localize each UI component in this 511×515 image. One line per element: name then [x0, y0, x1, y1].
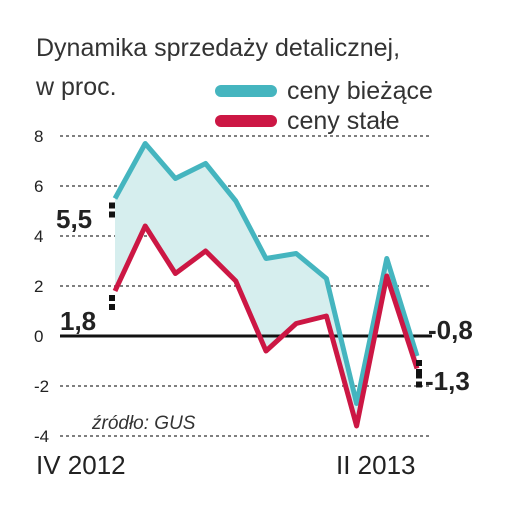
- end-label-constant-prices: -1,3: [425, 366, 470, 396]
- y-tick-label: 2: [34, 277, 43, 296]
- start-label-current-prices: 5,5: [56, 204, 92, 234]
- chart-title: Dynamika sprzedaży detalicznej,: [36, 34, 400, 62]
- y-axis-ticks: 8 6 4 2 0 -2 -4: [34, 127, 49, 446]
- y-tick-label: -2: [34, 377, 49, 396]
- y-tick-label: 8: [34, 127, 43, 146]
- endpoint-markers: [109, 202, 422, 388]
- series-line-current-prices: [112, 141, 420, 406]
- series-line-constant-prices: [112, 223, 420, 429]
- y-tick-label: 6: [34, 177, 43, 196]
- source-note: źródło: GUS: [91, 413, 196, 434]
- start-label-constant-prices: 1,8: [60, 306, 96, 336]
- legend-label-constant-prices: ceny stałe: [287, 107, 400, 135]
- x-label-start: IV 2012: [36, 450, 126, 480]
- end-marker-constant-prices: [416, 372, 422, 388]
- y-tick-label: 4: [34, 227, 43, 246]
- start-marker-constant-prices: [109, 295, 115, 310]
- end-label-current-prices: -0,8: [428, 315, 473, 345]
- start-marker-current-prices: [109, 202, 115, 218]
- y-tick-label: -4: [34, 427, 49, 446]
- chart-subtitle: w proc.: [35, 73, 117, 101]
- legend: ceny bieżące ceny stałe: [215, 77, 433, 135]
- y-tick-label: 0: [34, 327, 43, 346]
- area-between-series: [115, 143, 417, 426]
- legend-label-current-prices: ceny bieżące: [287, 77, 433, 105]
- end-marker-current-prices: [416, 360, 422, 375]
- x-label-end: II 2013: [336, 450, 416, 480]
